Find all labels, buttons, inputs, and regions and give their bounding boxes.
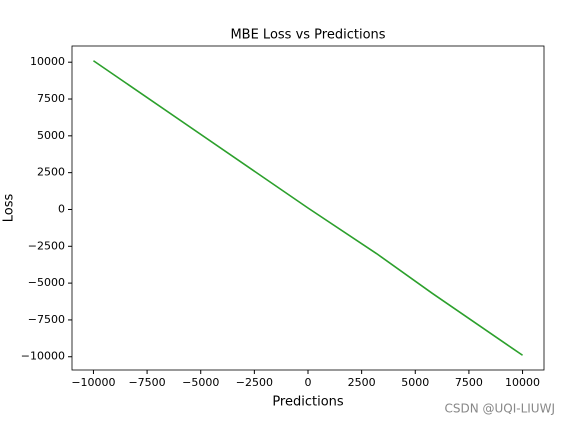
x-tick-label: 10000	[505, 376, 540, 389]
y-tick-label: 5000	[37, 129, 65, 142]
x-tick-label: 7500	[455, 376, 483, 389]
y-tick-label: 7500	[37, 92, 65, 105]
x-tick-label: 0	[305, 376, 312, 389]
y-tick-label: −7500	[28, 313, 65, 326]
watermark: CSDN @UQI-LIUWJ	[444, 402, 555, 416]
y-tick-label: 0	[58, 202, 65, 215]
data-line	[93, 60, 523, 356]
y-tick-label: −2500	[28, 239, 65, 252]
chart-title: MBE Loss vs Predictions	[230, 28, 385, 43]
y-tick-label: 2500	[37, 166, 65, 179]
y-tick-label: −5000	[28, 276, 65, 289]
y-tick-label: −10000	[21, 350, 65, 363]
x-tick-label: 2500	[348, 376, 376, 389]
y-axis-label: Loss	[2, 194, 17, 223]
x-tick-label: −7500	[128, 376, 165, 389]
y-tick-label: 10000	[30, 55, 65, 68]
x-tick-label: 5000	[401, 376, 429, 389]
x-tick-label: −10000	[71, 376, 115, 389]
x-tick-label: −5000	[182, 376, 219, 389]
x-axis-label: Predictions	[272, 395, 344, 410]
x-tick-label: −2500	[236, 376, 273, 389]
